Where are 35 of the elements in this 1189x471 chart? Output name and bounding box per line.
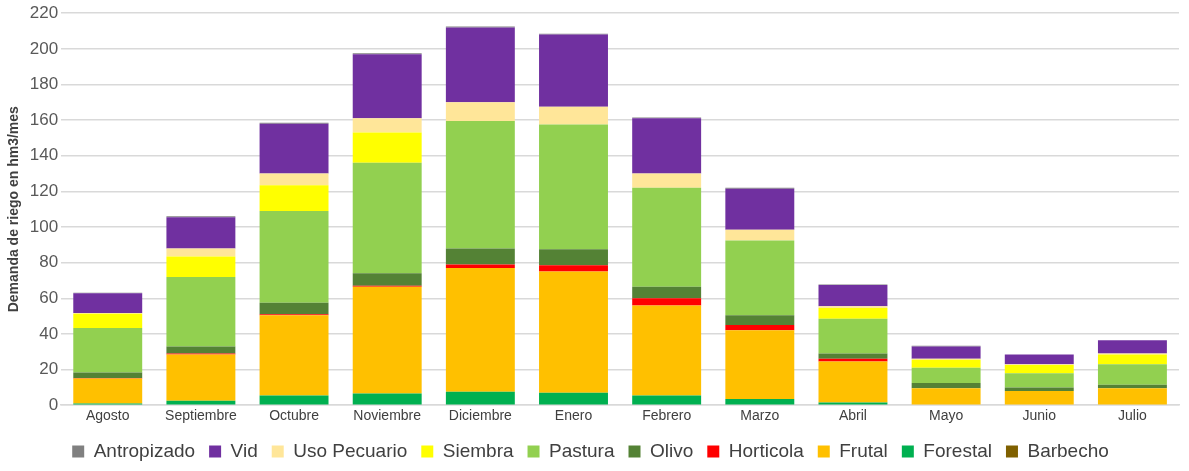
x-tick-label: Julio xyxy=(1118,407,1148,424)
x-tick-label: Enero xyxy=(554,407,593,424)
x-tick-label: Noviembre xyxy=(353,407,422,424)
y-tick-label: 200 xyxy=(29,38,59,58)
legend-label: Frutal xyxy=(839,439,888,461)
legend-label: Horticola xyxy=(728,439,805,461)
y-tick-label: 80 xyxy=(39,252,59,272)
legend-label: Antropizado xyxy=(93,439,196,461)
x-tick-label: Abril xyxy=(838,407,867,424)
x-tick-label: Agosto xyxy=(85,407,130,424)
y-tick-label: 160 xyxy=(29,109,59,129)
y-tick-label: 0 xyxy=(48,394,59,414)
y-tick-label: 140 xyxy=(29,145,59,165)
x-tick-label: Marzo xyxy=(740,407,780,424)
legend-label: Olivo xyxy=(650,439,694,461)
legend-label: Forestal xyxy=(923,439,992,461)
legend-label: Barbecho xyxy=(1027,439,1109,461)
legend-label: Pastura xyxy=(549,439,615,461)
x-tick-label: Febrero xyxy=(642,407,692,424)
legend-label: Siembra xyxy=(442,439,514,461)
y-tick-label: 100 xyxy=(29,216,59,236)
x-tick-label: Octubre xyxy=(269,407,320,424)
y-tick-label: 20 xyxy=(39,359,59,379)
legend-label: Uso Pecuario xyxy=(293,439,408,461)
x-tick-label: Mayo xyxy=(929,407,964,424)
y-axis-title: Demanda de riego en hm3/mes xyxy=(5,105,22,313)
x-tick-label: Junio xyxy=(1022,407,1057,424)
y-tick-label: 40 xyxy=(39,323,59,343)
x-tick-label: Diciembre xyxy=(448,407,513,424)
y-tick-label: 60 xyxy=(39,287,59,307)
y-tick-label: 120 xyxy=(29,181,59,201)
x-tick-label: Septiembre xyxy=(165,407,237,424)
y-tick-label: 180 xyxy=(29,74,59,94)
y-tick-label: 220 xyxy=(29,2,59,22)
legend-label: Vid xyxy=(230,439,258,461)
